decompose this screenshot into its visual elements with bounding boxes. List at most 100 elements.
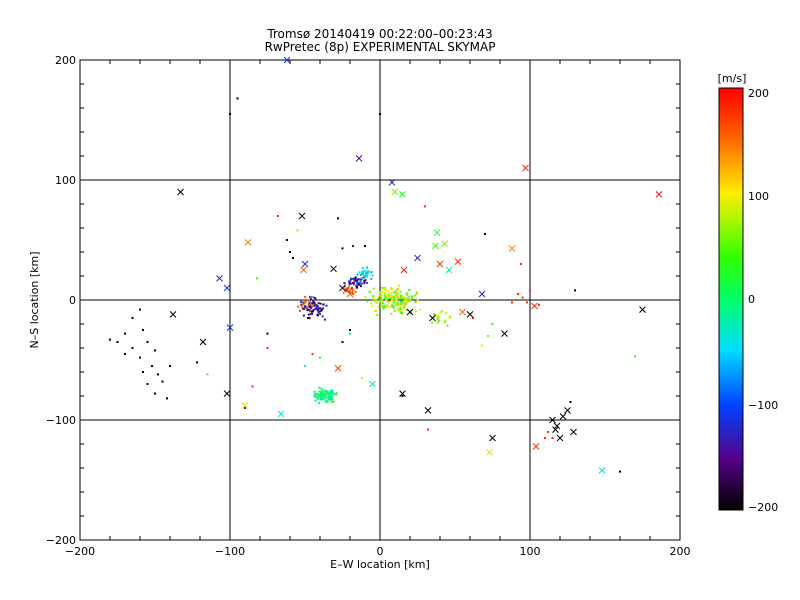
cross-point	[406, 308, 414, 316]
colorbar-tick-label: −100	[748, 399, 778, 412]
dot-point	[314, 399, 317, 402]
dot-point	[371, 304, 374, 307]
cross-point	[508, 245, 516, 252]
dot-point	[315, 304, 318, 307]
dot-point	[323, 318, 326, 321]
cross-point	[559, 413, 567, 420]
dot-point	[319, 398, 322, 401]
dot-point	[320, 396, 323, 399]
cross-point	[301, 260, 309, 268]
dot-point	[377, 296, 380, 299]
dot-point	[446, 324, 449, 327]
dot-point	[312, 310, 315, 313]
dot-point	[634, 355, 636, 358]
colorbar-tick-label: 0	[748, 293, 755, 306]
dot-point	[364, 245, 366, 247]
dot-point	[343, 285, 346, 288]
dot-point	[366, 281, 369, 284]
dot-point	[308, 303, 311, 306]
dot-point	[321, 307, 324, 310]
cross-point	[639, 306, 646, 313]
dot-point	[367, 270, 370, 273]
dot-point	[547, 431, 549, 433]
dot-point	[487, 335, 489, 337]
dot-point	[321, 315, 324, 318]
cross-point	[334, 365, 342, 372]
dot-point	[400, 297, 403, 300]
dot-point	[309, 313, 312, 316]
dot-point	[388, 300, 391, 303]
dot-point	[437, 314, 440, 317]
cross-point	[226, 324, 234, 331]
dot-point	[449, 315, 452, 318]
dot-point	[529, 289, 531, 292]
dot-point	[352, 292, 355, 295]
dot-point	[380, 295, 383, 298]
cross-point	[432, 242, 439, 250]
dot-point	[481, 344, 483, 347]
dot-point	[366, 274, 369, 277]
dot-point	[307, 308, 310, 311]
dot-point	[410, 295, 413, 298]
dot-point	[395, 291, 398, 294]
dot-point	[358, 271, 361, 274]
dot-point	[370, 277, 373, 280]
dot-point	[319, 302, 322, 305]
dot-point	[321, 390, 324, 393]
dot-point	[356, 283, 359, 286]
dot-point	[393, 296, 396, 299]
dot-point	[385, 305, 388, 308]
dot-point	[330, 391, 333, 394]
x-tick-labels: −200 −100 0 100 200	[65, 545, 691, 558]
dot-point	[344, 290, 347, 293]
dot-point	[337, 217, 339, 220]
dot-point	[394, 296, 397, 299]
dot-point	[353, 279, 356, 282]
cross-point	[300, 266, 307, 274]
dot-point	[380, 292, 383, 295]
dot-point	[399, 302, 402, 305]
dot-point	[384, 297, 387, 300]
dot-point	[407, 296, 410, 299]
dot-point	[321, 391, 324, 394]
minor-ticks	[79, 59, 681, 541]
x-tick-label: 200	[670, 545, 691, 558]
dot-point	[154, 349, 156, 352]
dot-point	[359, 280, 362, 283]
dot-point	[397, 309, 400, 312]
dot-point	[342, 291, 345, 294]
dot-point	[362, 276, 365, 279]
dot-point	[405, 309, 408, 312]
dot-point	[380, 305, 383, 308]
cross-point	[441, 240, 448, 247]
dot-point	[538, 303, 540, 306]
cross-point	[454, 258, 462, 265]
dot-point	[326, 399, 329, 402]
dot-point	[440, 310, 443, 313]
dot-point	[415, 290, 418, 293]
dot-point	[396, 288, 399, 291]
dot-point	[331, 389, 334, 392]
dot-point	[357, 278, 360, 281]
dot-point	[308, 317, 311, 320]
dot-point	[352, 289, 355, 292]
dot-point	[320, 393, 323, 396]
dot-point	[310, 296, 313, 299]
dot-point	[378, 291, 381, 294]
dot-point	[323, 392, 326, 395]
x-tick-label: 0	[377, 545, 384, 558]
dot-point	[313, 304, 316, 307]
cross-point	[400, 266, 408, 274]
dot-point	[206, 373, 209, 376]
dot-point	[304, 301, 307, 304]
cross-point	[433, 229, 441, 237]
cross-point	[355, 155, 363, 162]
dot-point	[316, 393, 319, 396]
dot-point	[386, 303, 389, 306]
dot-point	[400, 300, 403, 303]
dot-point	[348, 280, 351, 283]
dot-point	[266, 332, 269, 335]
dot-point	[363, 282, 366, 285]
dot-point	[390, 312, 393, 315]
dot-point	[355, 280, 358, 283]
